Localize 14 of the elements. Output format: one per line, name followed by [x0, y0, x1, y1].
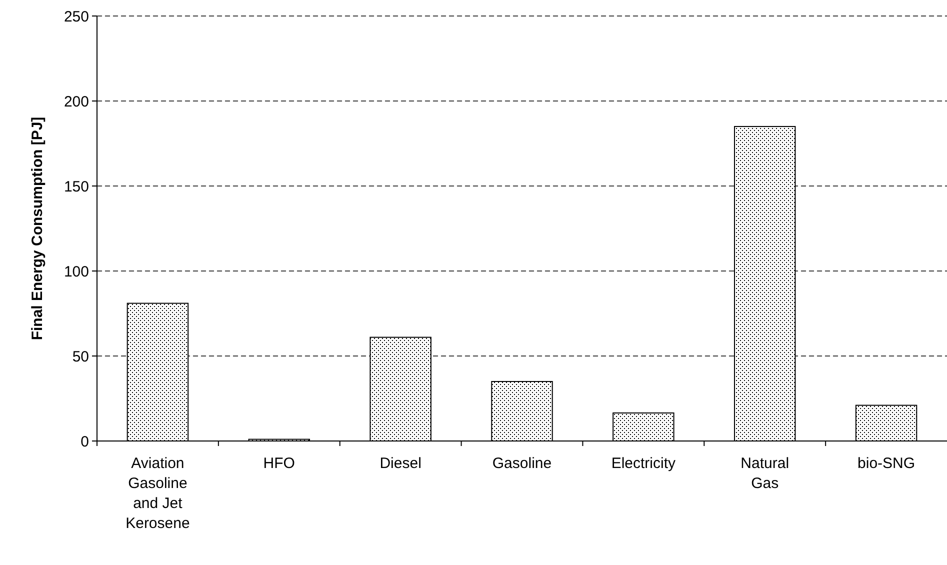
x-tick-label: Electricity	[611, 455, 676, 472]
x-tick-label: Gasoline	[492, 455, 552, 472]
x-tick-label: bio-SNG	[858, 455, 916, 472]
x-tick-label: Diesel	[380, 455, 422, 472]
x-tick-label: HFO	[263, 455, 295, 472]
y-tick-label: 0	[80, 433, 89, 450]
y-tick-label: 250	[64, 8, 89, 26]
y-axis-title: Final Energy Consumption [PJ]	[29, 116, 46, 340]
x-tick-label: Aviation Gasoline and Jet Kerosene	[126, 455, 190, 532]
y-tick-label: 50	[72, 348, 89, 366]
y-tick-label: 100	[64, 263, 89, 280]
y-tick-label: 200	[64, 93, 89, 110]
y-tick-label: 150	[64, 178, 89, 196]
x-tick-label: Natural Gas	[740, 455, 790, 492]
